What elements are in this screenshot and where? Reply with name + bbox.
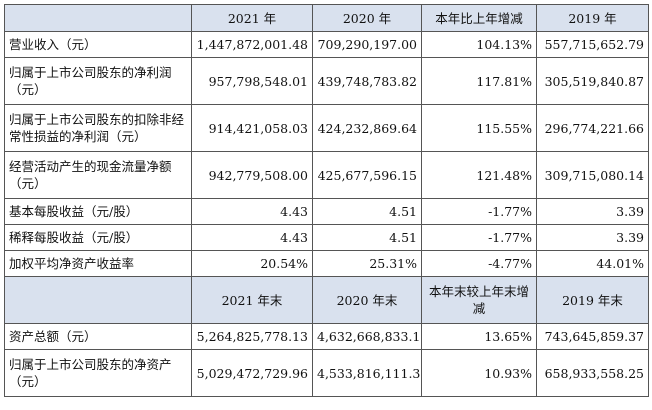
financial-summary-table: 2021 年 2020 年 本年比上年增减 2019 年 营业收入（元） 1,4…: [4, 4, 649, 397]
table-row: 资产总额（元） 5,264,825,778.13 4,632,668,833.1…: [4, 323, 649, 350]
header-cell-2019-end: 2019 年末: [536, 276, 649, 324]
value-2020: 439,748,783.82: [312, 57, 422, 105]
row-label: 稀释每股收益（元/股）: [4, 224, 192, 251]
value-2020: 425,677,596.15: [312, 151, 422, 199]
value-2019: 305,519,840.87: [536, 57, 649, 105]
value-2020: 4.51: [312, 224, 422, 251]
value-change: 13.65%: [421, 323, 537, 350]
value-2020-end: 4,533,816,111.30: [312, 349, 422, 397]
table-row: 归属于上市公司股东的扣除非经常性损益的净利润（元） 914,421,058.03…: [4, 104, 649, 152]
row-label: 营业收入（元）: [4, 31, 192, 58]
value-2020: 709,290,197.00: [312, 31, 422, 58]
value-2021: 1,447,872,001.48: [191, 31, 313, 58]
value-2021: 914,421,058.03: [191, 104, 313, 152]
table-row: 加权平均净资产收益率 20.54% 25.31% -4.77% 44.01%: [4, 250, 649, 277]
value-2019: 44.01%: [536, 250, 649, 277]
table-row: 稀释每股收益（元/股） 4.43 4.51 -1.77% 3.39: [4, 224, 649, 251]
row-label: 归属于上市公司股东的净资产（元）: [4, 349, 192, 397]
value-2021-end: 5,264,825,778.13: [191, 323, 313, 350]
row-label: 加权平均净资产收益率: [4, 250, 192, 277]
row-label: 归属于上市公司股东的扣除非经常性损益的净利润（元）: [4, 104, 192, 152]
value-2020: 25.31%: [312, 250, 422, 277]
value-2020-end: 4,632,668,833.13: [312, 323, 422, 350]
annual-header-row: 2021 年 2020 年 本年比上年增减 2019 年: [4, 4, 649, 32]
header-cell-yoy-change: 本年比上年增减: [421, 4, 537, 32]
value-2019-end: 658,933,558.25: [536, 349, 649, 397]
value-change: 115.55%: [421, 104, 537, 152]
value-change: 104.13%: [421, 31, 537, 58]
value-2019: 309,715,080.14: [536, 151, 649, 199]
table-row: 归属于上市公司股东的净利润（元） 957,798,548.01 439,748,…: [4, 57, 649, 105]
header-cell-ye-change: 本年末较上年末增减: [421, 276, 537, 324]
header-cell-2019: 2019 年: [536, 4, 649, 32]
value-change: -1.77%: [421, 198, 537, 225]
header-cell-2020-end: 2020 年末: [312, 276, 422, 324]
table-row: 归属于上市公司股东的净资产（元） 5,029,472,729.96 4,533,…: [4, 349, 649, 397]
header-cell-2021: 2021 年: [191, 4, 313, 32]
value-2019: 557,715,652.79: [536, 31, 649, 58]
value-2021-end: 5,029,472,729.96: [191, 349, 313, 397]
value-2020: 424,232,869.64: [312, 104, 422, 152]
header-cell-2020: 2020 年: [312, 4, 422, 32]
year-end-header-row: 2021 年末 2020 年末 本年末较上年末增减 2019 年末: [4, 276, 649, 324]
value-2019: 3.39: [536, 224, 649, 251]
value-2021: 957,798,548.01: [191, 57, 313, 105]
value-change: 10.93%: [421, 349, 537, 397]
value-2021: 4.43: [191, 198, 313, 225]
row-label: 归属于上市公司股东的净利润（元）: [4, 57, 192, 105]
value-2021: 942,779,508.00: [191, 151, 313, 199]
value-2019: 296,774,221.66: [536, 104, 649, 152]
table-row: 营业收入（元） 1,447,872,001.48 709,290,197.00 …: [4, 31, 649, 58]
value-2020: 4.51: [312, 198, 422, 225]
table-row: 经营活动产生的现金流量净额（元） 942,779,508.00 425,677,…: [4, 151, 649, 199]
value-2021: 4.43: [191, 224, 313, 251]
value-2019-end: 743,645,859.37: [536, 323, 649, 350]
value-change: -1.77%: [421, 224, 537, 251]
value-change: -4.77%: [421, 250, 537, 277]
header-cell-label: [4, 4, 192, 32]
financial-summary: 2021 年 2020 年 本年比上年增减 2019 年 营业收入（元） 1,4…: [4, 4, 649, 397]
row-label: 经营活动产生的现金流量净额（元）: [4, 151, 192, 199]
value-2021: 20.54%: [191, 250, 313, 277]
value-2019: 3.39: [536, 198, 649, 225]
value-change: 121.48%: [421, 151, 537, 199]
row-label: 资产总额（元）: [4, 323, 192, 350]
header-cell-label: [4, 276, 192, 324]
table-row: 基本每股收益（元/股） 4.43 4.51 -1.77% 3.39: [4, 198, 649, 225]
value-change: 117.81%: [421, 57, 537, 105]
header-cell-2021-end: 2021 年末: [191, 276, 313, 324]
row-label: 基本每股收益（元/股）: [4, 198, 192, 225]
